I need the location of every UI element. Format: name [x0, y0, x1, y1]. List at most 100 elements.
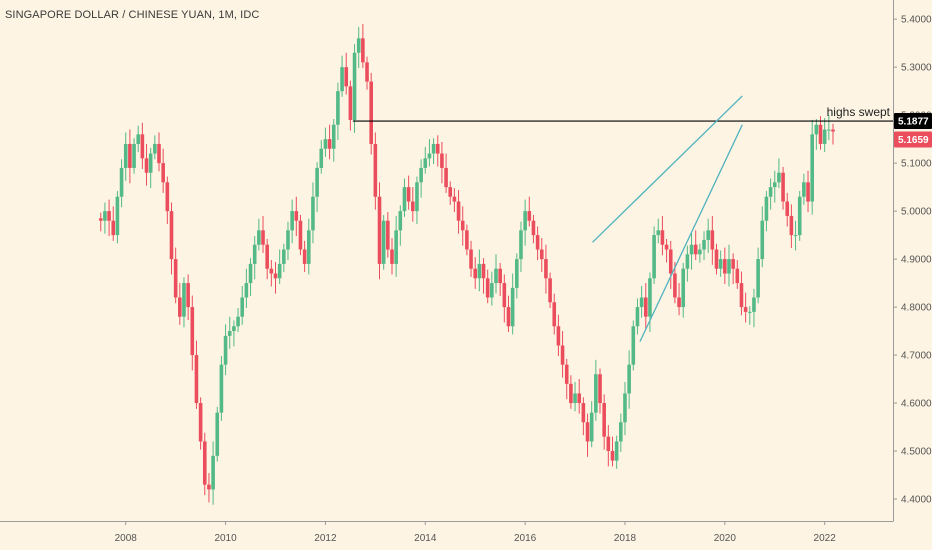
candle-body[interactable] [747, 311, 752, 313]
candle-body[interactable] [739, 283, 744, 308]
candle-body[interactable] [240, 297, 245, 317]
candle-body[interactable] [710, 230, 715, 250]
candle-body[interactable] [298, 220, 303, 250]
candle-body[interactable] [831, 129, 835, 132]
candle-body[interactable] [273, 273, 278, 279]
candle-body[interactable] [448, 187, 453, 197]
candle-body[interactable] [460, 220, 465, 231]
candle-body[interactable] [103, 211, 107, 221]
candle-body[interactable] [294, 211, 299, 221]
candle-body[interactable] [311, 196, 315, 231]
candle-body[interactable] [394, 230, 398, 264]
candle-body[interactable] [348, 86, 353, 120]
candle-body[interactable] [402, 187, 407, 212]
candle-body[interactable] [639, 297, 644, 308]
candle-body[interactable] [793, 235, 798, 237]
candle-body[interactable] [115, 196, 120, 236]
candle-body[interactable] [481, 263, 486, 279]
candle-body[interactable] [315, 167, 319, 197]
candle-body[interactable] [581, 403, 586, 423]
candle-body[interactable] [727, 259, 731, 274]
candle-body[interactable] [802, 182, 806, 197]
candle-body[interactable] [731, 259, 735, 269]
candle-body[interactable] [227, 331, 232, 336]
candle-body[interactable] [752, 297, 756, 312]
candle-body[interactable] [182, 283, 186, 317]
candle-body[interactable] [452, 196, 457, 202]
candle-body[interactable] [689, 244, 694, 255]
candle-body[interactable] [685, 254, 690, 269]
candle-body[interactable] [577, 393, 582, 404]
candle-body[interactable] [319, 148, 324, 168]
candle-body[interactable] [594, 374, 598, 413]
candle-body[interactable] [531, 220, 536, 236]
candle-body[interactable] [111, 220, 116, 236]
candle-body[interactable] [165, 182, 170, 212]
candle-body[interactable] [510, 287, 515, 327]
candle-body[interactable] [361, 38, 365, 63]
candle-body[interactable] [186, 283, 190, 308]
candle-body[interactable] [818, 124, 823, 144]
candle-body[interactable] [569, 383, 573, 404]
trendline[interactable] [592, 95, 743, 243]
candle-body[interactable] [756, 259, 760, 298]
candle-body[interactable] [356, 38, 361, 53]
candle-body[interactable] [215, 412, 220, 456]
candle-body[interactable] [702, 239, 706, 250]
candle-body[interactable] [498, 268, 502, 284]
candle-body[interactable] [502, 283, 507, 308]
candle-body[interactable] [643, 297, 648, 317]
candle-body[interactable] [656, 230, 661, 236]
candle-body[interactable] [340, 67, 344, 92]
candle-body[interactable] [560, 345, 565, 365]
candle-body[interactable] [365, 62, 369, 82]
candle-body[interactable] [386, 220, 390, 250]
candle-body[interactable] [539, 249, 544, 260]
candle-body[interactable] [535, 235, 540, 250]
candle-body[interactable] [173, 259, 178, 298]
candle-body[interactable] [456, 201, 461, 221]
candle-body[interactable] [598, 374, 602, 404]
candle-body[interactable] [144, 158, 149, 173]
candle-body[interactable] [585, 422, 590, 442]
candle-body[interactable] [369, 81, 373, 144]
candle-body[interactable] [743, 307, 748, 312]
candle-body[interactable] [269, 268, 274, 274]
candle-body[interactable] [128, 143, 132, 168]
candle-body[interactable] [781, 172, 785, 202]
candle-body[interactable] [494, 268, 498, 284]
candle-body[interactable] [673, 273, 677, 298]
candle-body[interactable] [194, 355, 199, 404]
candle-body[interactable] [668, 249, 673, 274]
candle-body[interactable] [157, 143, 161, 164]
candle-body[interactable] [211, 455, 215, 490]
candle-body[interactable] [485, 278, 490, 298]
candle-body[interactable] [693, 244, 698, 255]
candle-body[interactable] [772, 182, 777, 188]
candle-body[interactable] [714, 249, 719, 269]
candle-body[interactable] [282, 249, 286, 264]
candle-body[interactable] [619, 422, 623, 442]
candle-body[interactable] [785, 201, 790, 216]
candle-body[interactable] [431, 143, 436, 154]
candle-body[interactable] [323, 139, 328, 149]
candle-body[interactable] [506, 307, 511, 327]
candle-body[interactable] [477, 263, 482, 279]
candle-body[interactable] [252, 244, 257, 264]
candle-body[interactable] [698, 249, 702, 255]
candle-body[interactable] [797, 196, 802, 236]
candle-body[interactable] [415, 182, 419, 212]
candle-body[interactable] [119, 167, 124, 197]
candle-body[interactable] [202, 441, 207, 485]
candle-body[interactable] [331, 124, 336, 149]
candle-body[interactable] [602, 403, 606, 437]
candle-body[interactable] [548, 278, 552, 303]
candle-body[interactable] [735, 268, 740, 284]
candle-body[interactable] [465, 230, 469, 250]
candle-body[interactable] [244, 283, 249, 298]
candle-body[interactable] [98, 218, 103, 221]
candle-body[interactable] [148, 153, 153, 173]
candle-body[interactable] [336, 91, 340, 125]
candle-body[interactable] [552, 302, 557, 327]
